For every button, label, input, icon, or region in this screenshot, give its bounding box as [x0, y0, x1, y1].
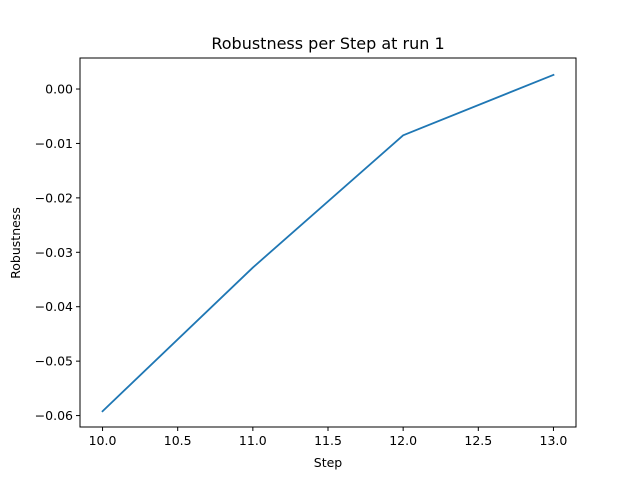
x-axis-label: Step — [314, 455, 343, 470]
x-axis: 10.0 10.5 11.0 11.5 12.0 12.5 13.0 — [89, 427, 568, 448]
x-tick-label: 12.0 — [389, 433, 417, 448]
x-tick-label: 11.5 — [314, 433, 342, 448]
chart-title: Robustness per Step at run 1 — [211, 34, 444, 53]
y-tick-label: −0.01 — [35, 136, 73, 151]
y-tick-label: −0.05 — [35, 354, 73, 369]
x-tick-label: 12.5 — [464, 433, 492, 448]
series-line-0 — [101, 73, 555, 413]
y-axis: 0.00 −0.01 −0.02 −0.03 −0.04 −0.05 −0.06 — [35, 82, 80, 423]
plot-area: 10.0 10.5 11.0 11.5 12.0 12.5 13.0 0.00 −0.01 −0… — [35, 57, 577, 448]
y-tick-label: −0.03 — [35, 245, 73, 260]
x-tick-label: 11.0 — [239, 433, 267, 448]
x-tick-label: 13.0 — [540, 433, 568, 448]
axes-frame — [79, 57, 577, 428]
x-tick-label: 10.5 — [164, 433, 192, 448]
y-tick-label: 0.00 — [45, 82, 73, 97]
x-tick-label: 10.0 — [89, 433, 117, 448]
series-layer — [101, 73, 555, 413]
y-tick-label: −0.04 — [35, 299, 73, 314]
y-tick-label: −0.02 — [35, 190, 73, 205]
y-tick-label: −0.06 — [35, 408, 73, 423]
y-axis-label: Robustness — [8, 207, 23, 279]
